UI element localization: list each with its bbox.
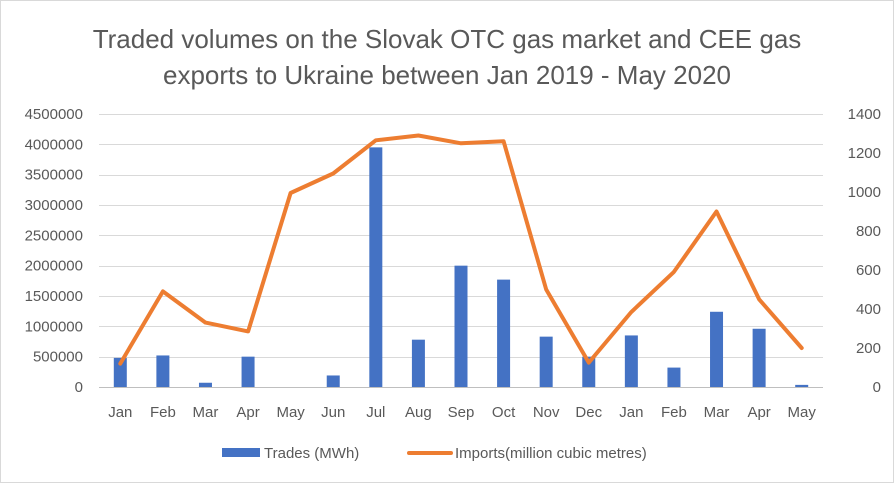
x-tick-label: Mar [193, 404, 219, 421]
legend-label-trades: Trades (MWh) [264, 445, 359, 462]
left-tick-label: 3000000 [25, 197, 83, 214]
right-tick-label: 600 [856, 262, 881, 279]
left-axis-ticks: 0 500000 1000000 1500000 2000000 2500000 30000… [25, 106, 83, 396]
right-tick-label: 1400 [848, 106, 881, 123]
bar-feb-1 [156, 355, 170, 387]
bar-series [113, 147, 809, 387]
left-tick-label: 500000 [33, 349, 83, 366]
x-tick-label: Apr [236, 404, 259, 421]
left-tick-label: 1000000 [25, 318, 83, 335]
left-tick-label: 0 [75, 379, 83, 396]
right-tick-label: 1200 [848, 145, 881, 162]
x-tick-label: Apr [747, 404, 770, 421]
x-tick-label: Oct [492, 404, 516, 421]
x-tick-label: Feb [661, 404, 687, 421]
right-tick-label: 1000 [848, 184, 881, 201]
bar-may-16 [795, 384, 809, 387]
x-tick-label: Aug [405, 404, 432, 421]
right-tick-label: 800 [856, 223, 881, 240]
bar-apr-3 [241, 356, 255, 387]
x-tick-label: Sep [448, 404, 475, 421]
bar-jan-12 [624, 335, 638, 387]
bar-feb-13 [667, 367, 681, 387]
bar-mar-14 [710, 311, 724, 387]
x-axis-ticks: Jan Feb Mar Apr May Jun Jul Aug Sep Oct Nov Dec Jan F… [108, 404, 816, 421]
right-axis-ticks: 0 200 400 600 800 1000 1200 1400 [848, 106, 881, 396]
left-tick-label: 2000000 [25, 258, 83, 275]
x-tick-label: May [276, 404, 305, 421]
legend: Trades (MWh) Imports(million cubic metres… [222, 445, 647, 462]
x-tick-label: Mar [704, 404, 730, 421]
right-tick-label: 400 [856, 301, 881, 318]
x-tick-label: Nov [533, 404, 560, 421]
bar-oct-9 [497, 279, 511, 387]
bar-jun-5 [326, 375, 340, 387]
x-tick-label: Dec [575, 404, 602, 421]
bar-aug-7 [411, 339, 425, 387]
bar-jan-0 [113, 357, 127, 387]
x-tick-label: Jan [619, 404, 643, 421]
x-tick-label: Jan [108, 404, 132, 421]
bar-sep-8 [454, 265, 468, 387]
chart-title-line-2: exports to Ukraine between Jan 2019 - Ma… [162, 60, 731, 90]
left-tick-label: 4500000 [25, 106, 83, 123]
legend-swatch-trades [222, 448, 260, 457]
bar-jul-6 [369, 147, 383, 387]
chart-title: Traded volumes on the Slovak OTC gas mar… [1, 21, 893, 93]
chart-title-line-1: Traded volumes on the Slovak OTC gas mar… [92, 24, 802, 54]
left-tick-label: 3500000 [25, 167, 83, 184]
x-tick-label: Jul [366, 404, 385, 421]
line-series [118, 133, 804, 366]
left-tick-label: 1500000 [25, 288, 83, 305]
right-tick-label: 0 [873, 379, 881, 396]
bar-apr-15 [752, 328, 766, 387]
x-tick-label: Feb [150, 404, 176, 421]
x-tick-label: Jun [321, 404, 345, 421]
bar-dec-11 [582, 356, 596, 387]
left-tick-label: 4000000 [25, 136, 83, 153]
bar-nov-10 [539, 336, 553, 387]
x-tick-label: May [788, 404, 817, 421]
legend-label-imports: Imports(million cubic metres) [455, 445, 647, 462]
bar-mar-2 [198, 382, 212, 387]
left-tick-label: 2500000 [25, 227, 83, 244]
right-tick-label: 200 [856, 340, 881, 357]
